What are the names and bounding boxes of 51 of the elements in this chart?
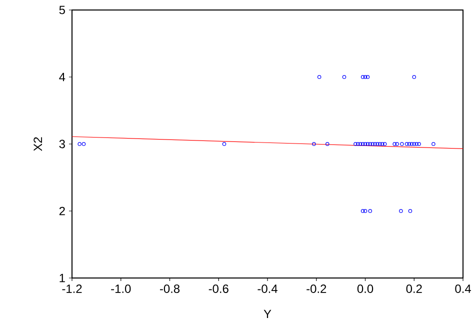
y-axis-title: X2 [34, 137, 42, 152]
point [363, 209, 368, 213]
point [342, 75, 346, 79]
x-tick-label: 0.2 [406, 284, 422, 293]
x-tick-label: -0.8 [160, 284, 180, 293]
x-tick-label: -1.0 [111, 284, 131, 293]
point [412, 75, 416, 79]
point [382, 142, 387, 146]
point [78, 142, 82, 146]
point [414, 142, 418, 146]
point [378, 142, 382, 146]
point [408, 209, 412, 213]
point [82, 142, 86, 146]
point [325, 142, 330, 146]
point [395, 142, 399, 146]
x-tick-label: -0.2 [306, 284, 326, 293]
point [417, 142, 421, 146]
point [366, 75, 370, 79]
point [317, 75, 322, 79]
point [410, 142, 414, 146]
point [370, 142, 374, 146]
x-tick-label: -1.2 [62, 284, 82, 293]
point [404, 142, 409, 146]
y-tick-label: 4 [59, 72, 66, 82]
x-tick-label: 0.4 [455, 284, 471, 293]
point [376, 142, 380, 146]
y-tick-label: 1 [60, 274, 65, 282]
point [360, 142, 365, 146]
point [363, 142, 368, 146]
point [400, 142, 404, 146]
point [360, 209, 365, 213]
y-tick-label: 2 [59, 206, 65, 216]
point [366, 142, 370, 146]
y-tick-label: 3 [59, 140, 65, 148]
point [373, 142, 377, 146]
point [354, 142, 358, 146]
point [356, 142, 360, 146]
point [363, 75, 368, 79]
x-tick-label: -0.6 [208, 284, 228, 293]
point [399, 209, 403, 213]
x-tick-label: 0.0 [357, 284, 374, 293]
point [407, 142, 412, 146]
point [392, 142, 396, 146]
x-axis-title: Y [264, 310, 272, 318]
y-tick-label: 5 [59, 6, 65, 14]
x-tick-label: -0.4 [258, 284, 278, 293]
point [360, 75, 365, 79]
point [222, 142, 226, 146]
point [432, 142, 436, 146]
point [368, 209, 372, 213]
point [312, 142, 316, 146]
